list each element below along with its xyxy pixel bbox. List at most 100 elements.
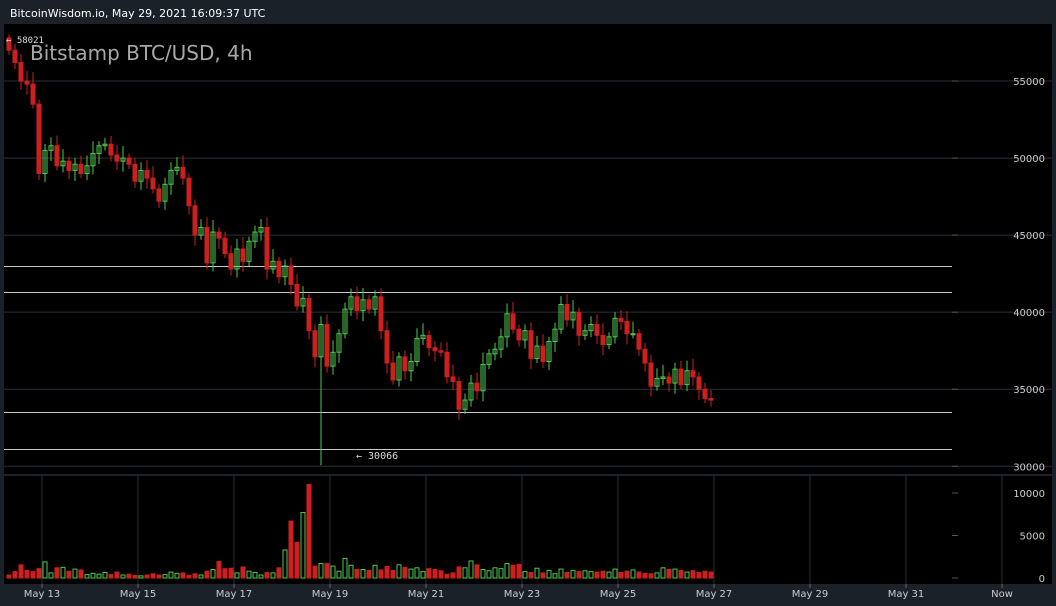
volume-bar <box>588 571 594 579</box>
volume-bar <box>342 557 348 579</box>
volume-bar <box>378 569 384 579</box>
candle-body <box>360 299 366 312</box>
chart-area[interactable]: 55000 50000 45000 40000 35000 30000 10000 5000… <box>0 24 1056 606</box>
candle <box>426 330 432 357</box>
candle <box>498 328 504 358</box>
time-tick-label: May 27 <box>696 589 733 600</box>
volume-tick-label: 5000 <box>1020 532 1045 543</box>
candle <box>150 166 156 194</box>
candle-body <box>528 330 534 359</box>
candle <box>666 372 672 392</box>
price-tick-label: 35000 <box>1013 385 1045 396</box>
candle-body <box>144 169 150 179</box>
volume-bar <box>282 549 288 579</box>
candle-body <box>312 330 318 358</box>
candle <box>198 219 204 240</box>
time-tick-label: May 21 <box>408 589 445 600</box>
volume-bar <box>432 569 438 579</box>
candle-body <box>138 169 144 182</box>
volume-axis: 10000 5000 0 <box>952 489 1045 585</box>
candle <box>564 294 570 327</box>
candle-body <box>582 330 588 336</box>
candle-body <box>498 336 504 350</box>
volume-bar <box>312 565 318 579</box>
candle <box>330 340 336 375</box>
candle-body <box>390 362 396 381</box>
candle <box>300 286 306 313</box>
volume-bar <box>336 570 342 579</box>
candle-body <box>54 145 60 167</box>
candle-body <box>72 163 78 171</box>
candle-body <box>126 157 132 165</box>
volume-bar <box>204 570 210 579</box>
candle-body <box>198 226 204 236</box>
volume-bar <box>414 567 420 579</box>
volume-bar <box>618 571 624 579</box>
candle <box>144 160 150 189</box>
volume-bar <box>354 569 360 579</box>
volume-bar <box>528 571 534 579</box>
candle <box>60 149 66 173</box>
chart-header: BitcoinWisdom.io, May 29, 2021 16:09:37 … <box>10 7 266 20</box>
volume-bar <box>318 563 324 579</box>
candle <box>480 352 486 402</box>
candle <box>570 300 576 329</box>
candle-body <box>318 324 324 358</box>
candle <box>504 303 510 348</box>
candle-body <box>492 348 498 355</box>
volume-bar <box>156 574 162 579</box>
volume-bar <box>324 563 330 579</box>
volume-bar <box>24 569 30 579</box>
candle-body <box>342 308 348 335</box>
candle-body <box>546 340 552 363</box>
volume-bar <box>42 561 48 579</box>
price-panel-background <box>4 24 1052 474</box>
volume-bar <box>462 567 468 579</box>
candle <box>642 342 648 372</box>
candle <box>36 99 42 181</box>
volume-bar <box>216 560 222 579</box>
volume-bar <box>660 567 666 579</box>
candle-body <box>420 334 426 339</box>
candle-body <box>486 353 492 366</box>
candle-body <box>120 157 126 162</box>
candle-body <box>66 160 72 171</box>
candle <box>432 341 438 362</box>
candle-body <box>414 337 420 363</box>
time-tick-label: May 31 <box>888 589 925 600</box>
candle-body <box>192 205 198 236</box>
candle-body <box>264 226 270 270</box>
candle-body <box>666 376 672 384</box>
volume-bar <box>630 569 636 579</box>
candle <box>372 290 378 316</box>
candle-body <box>402 356 408 372</box>
price-tick-label: 55000 <box>1013 77 1045 88</box>
candle-body <box>480 364 486 392</box>
candle <box>72 157 78 182</box>
candle <box>672 362 678 394</box>
candle-body <box>510 313 516 330</box>
volume-bar <box>402 566 408 579</box>
price-tick-label: 50000 <box>1013 154 1045 165</box>
candle <box>66 156 72 180</box>
candle <box>318 316 324 466</box>
time-tick-label: May 25 <box>600 589 637 600</box>
candle-body <box>558 303 564 330</box>
candle <box>438 342 444 357</box>
candle-body <box>426 334 432 349</box>
volume-bar <box>246 570 252 579</box>
volume-bar <box>360 569 366 579</box>
candle <box>306 293 312 340</box>
volume-bar <box>276 567 282 579</box>
candle-body <box>516 328 522 341</box>
candle-body <box>234 248 240 270</box>
candle <box>6 34 12 55</box>
candle <box>576 307 582 346</box>
volume-bar <box>654 572 660 579</box>
candle-body <box>408 361 414 372</box>
candle <box>540 334 546 369</box>
candle-body <box>702 388 708 399</box>
candle-body <box>570 311 576 321</box>
candle-body <box>222 237 228 255</box>
